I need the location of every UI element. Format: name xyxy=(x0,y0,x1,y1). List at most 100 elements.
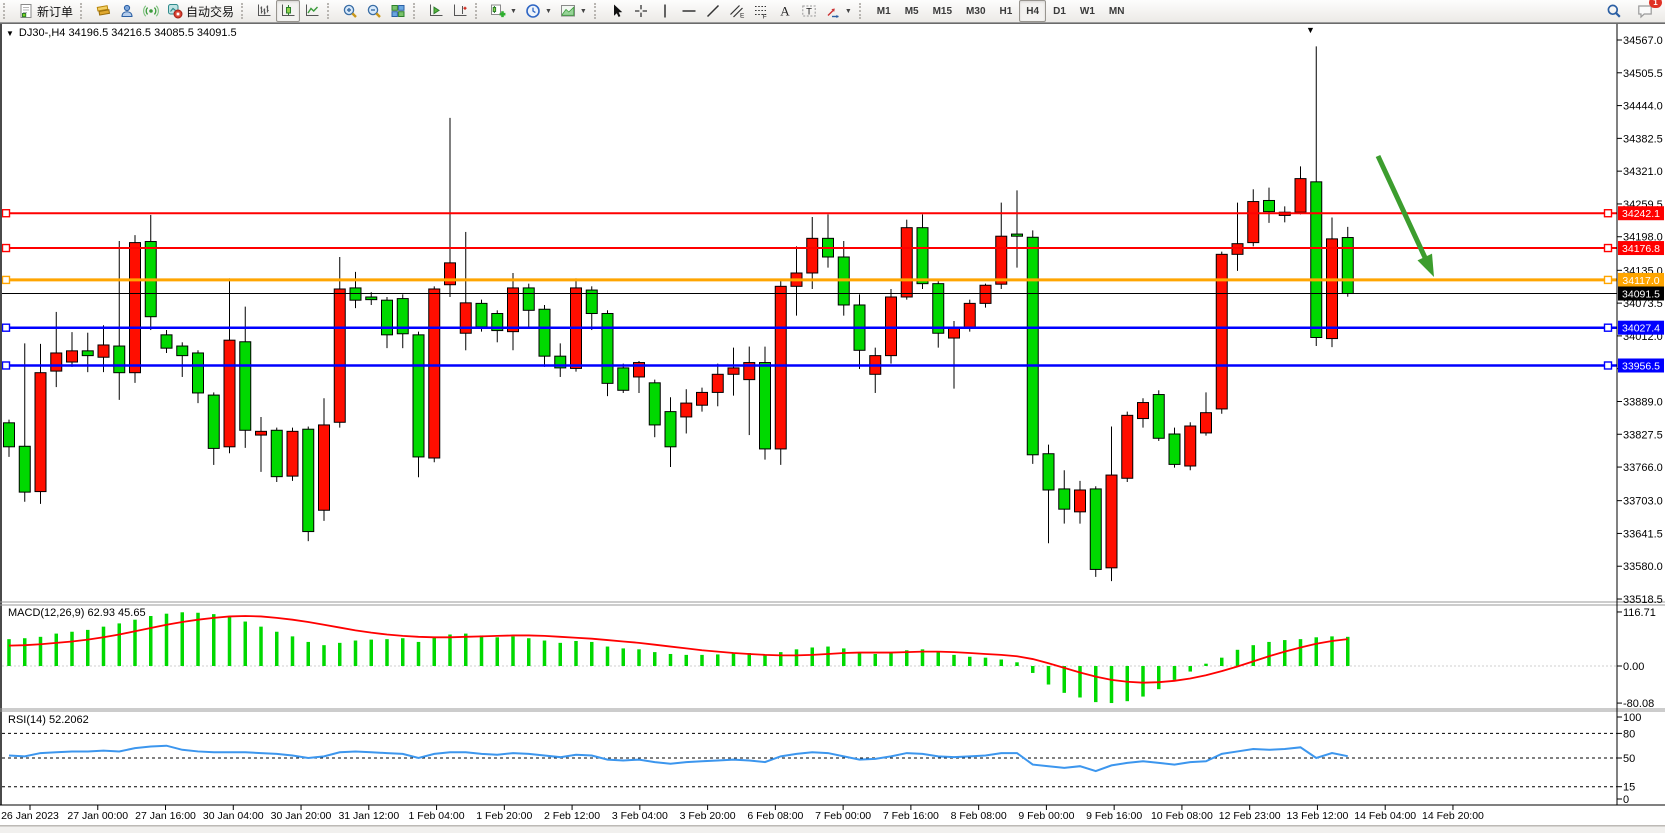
axis-tick-label: 33827.5 xyxy=(1623,429,1663,441)
timeframe-w1-button[interactable]: W1 xyxy=(1079,5,1095,17)
toolbar-grip xyxy=(3,3,9,19)
time-axis-label: 10 Feb 08:00 xyxy=(1151,810,1213,822)
shapes-icon xyxy=(827,8,839,19)
timeframe-m15-button[interactable]: M15 xyxy=(932,5,953,17)
timeframe-m5-button[interactable]: M5 xyxy=(904,5,919,17)
bear-candle xyxy=(396,298,409,335)
time-axis-label: 9 Feb 00:00 xyxy=(1018,810,1074,822)
chart-shift-button[interactable] xyxy=(448,0,472,22)
bear-candle xyxy=(81,350,94,357)
search-button[interactable] xyxy=(1602,0,1626,22)
macd-histogram-bar xyxy=(369,639,373,666)
macd-histogram-bar xyxy=(401,638,405,666)
axis-tick-label: 33766.0 xyxy=(1623,462,1663,474)
candles-chart-button[interactable] xyxy=(276,0,301,22)
bull-candle xyxy=(948,327,960,339)
macd-histogram-bar xyxy=(38,636,43,666)
axis-tick-label: 33889.0 xyxy=(1623,396,1663,408)
macd-layer xyxy=(2,612,1617,704)
bear-candle xyxy=(160,334,173,349)
price-label-text: 34176.8 xyxy=(1622,243,1660,255)
horizontal-line-button[interactable] xyxy=(677,0,701,22)
tile-icon xyxy=(391,5,405,17)
shapes-button[interactable]: ▼ xyxy=(821,0,856,22)
axis-tick-label: 100 xyxy=(1623,712,1641,724)
macd-histogram-bar xyxy=(605,646,610,666)
vertical-line-button[interactable] xyxy=(653,0,677,22)
rsi-label: RSI(14) 52.2062 xyxy=(8,714,89,726)
fibonacci-button[interactable]: F xyxy=(749,0,773,22)
text-label-button[interactable]: T xyxy=(797,0,821,22)
rsi-line xyxy=(8,744,1348,773)
timeframe-h1-button[interactable]: H1 xyxy=(999,5,1013,17)
timeframe-m1-button[interactable]: M1 xyxy=(876,5,891,17)
profile-icon xyxy=(560,5,575,17)
time-axis-label: 30 Jan 04:00 xyxy=(203,810,264,822)
axis-tick-label: 34444.0 xyxy=(1623,101,1663,113)
macd-signal-line xyxy=(8,615,1348,684)
notifications-button[interactable]: 1 xyxy=(1633,0,1662,22)
profiles-button[interactable]: ▼ xyxy=(556,0,591,22)
zoom-in-icon xyxy=(343,4,357,18)
bull-candle xyxy=(995,235,1008,285)
new-chart-button[interactable]: ▼ xyxy=(486,0,521,22)
bars-chart-button[interactable] xyxy=(252,0,276,22)
axis-tick-label: 33518.5 xyxy=(1623,594,1663,606)
macd-histogram-bar xyxy=(1251,645,1255,666)
crosshair-button[interactable] xyxy=(629,0,653,22)
macd-histogram-bar xyxy=(936,652,940,666)
time-axis-label: 1 Feb 04:00 xyxy=(409,810,465,822)
auto-scroll-button[interactable] xyxy=(424,0,448,22)
time-axis-label: 14 Feb 04:00 xyxy=(1354,810,1416,822)
clock-icon xyxy=(526,4,540,18)
line-anchor-handle xyxy=(1603,275,1613,285)
market-watch-button[interactable] xyxy=(91,0,115,22)
macd-histogram-bar xyxy=(479,635,484,666)
macd-histogram-bar xyxy=(621,648,625,666)
macd-histogram-bar xyxy=(54,633,58,666)
signals-button[interactable] xyxy=(139,0,163,22)
bear-candle xyxy=(664,411,677,448)
macd-histogram-bar xyxy=(1283,640,1287,666)
macd-histogram-bar xyxy=(873,653,877,666)
autotrading-button[interactable]: 自动交易 xyxy=(163,0,238,22)
bull-candle xyxy=(696,391,708,406)
macd-histogram-bar xyxy=(1078,666,1082,698)
tile-windows-button[interactable] xyxy=(386,0,410,22)
new-order-button[interactable]: 新订单 xyxy=(14,0,77,22)
community-button[interactable] xyxy=(115,0,139,22)
bars-icon xyxy=(258,4,271,16)
macd-histogram-bar xyxy=(70,631,74,666)
bull-candle xyxy=(1215,253,1228,410)
text-button[interactable]: A xyxy=(773,0,797,22)
cursor-button[interactable] xyxy=(605,0,629,22)
macd-histogram-bar xyxy=(23,638,27,666)
bull-candle xyxy=(963,302,976,329)
macd-histogram-bar xyxy=(920,649,925,666)
trendline-button[interactable] xyxy=(701,0,725,22)
timeframe-h4-button[interactable]: H4 xyxy=(1019,0,1047,22)
price-label-box xyxy=(1618,272,1664,287)
timeframe-m30-button[interactable]: M30 xyxy=(966,5,986,17)
timeframe-mn-button[interactable]: MN xyxy=(1108,5,1125,17)
periods-button[interactable]: ▼ xyxy=(521,0,556,22)
axis-tick-label: 0.00 xyxy=(1623,661,1644,673)
trendline-icon xyxy=(706,4,719,18)
macd-histogram-bar xyxy=(637,649,641,666)
equidistant-channel-button[interactable]: E xyxy=(725,0,749,22)
macd-histogram-bar xyxy=(306,641,310,666)
line-chart-button[interactable] xyxy=(300,0,324,22)
zoom-in-button[interactable] xyxy=(338,0,362,22)
bull-candle xyxy=(507,287,519,333)
macd-histogram-bar xyxy=(86,629,90,666)
macd-histogram-bar xyxy=(275,631,279,666)
symbol-dropdown-icon[interactable]: ▼ xyxy=(6,28,14,38)
zoom-out-button[interactable] xyxy=(362,0,386,22)
timeframe-d1-button[interactable]: D1 xyxy=(1053,5,1066,17)
time-axis-label: 6 Feb 08:00 xyxy=(747,810,803,822)
time-axis-label: 1 Feb 20:00 xyxy=(476,810,532,822)
main-plot-layer xyxy=(3,46,1354,582)
bull-candle xyxy=(806,237,819,274)
status-bar xyxy=(0,826,1665,833)
